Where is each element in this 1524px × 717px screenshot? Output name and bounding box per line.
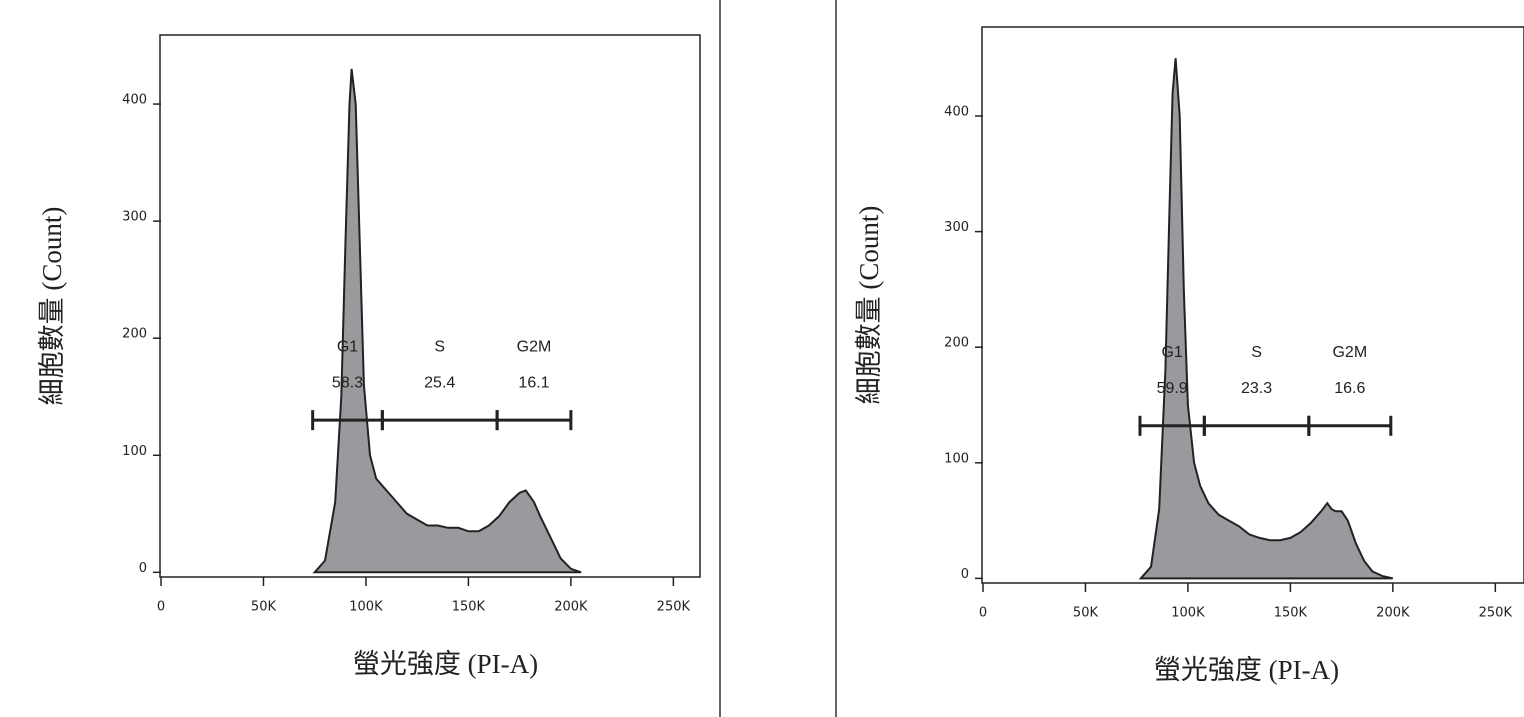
y-tick-label: 300 xyxy=(944,220,969,235)
y-tick-label: 200 xyxy=(122,327,147,342)
x-tick-label: 250K xyxy=(657,600,691,615)
gate-name: S xyxy=(434,338,445,355)
y-tick-label: 200 xyxy=(944,336,969,351)
x-tick-label: 100K xyxy=(1171,606,1205,621)
histogram-area xyxy=(315,69,581,572)
y-tick-label: 100 xyxy=(122,444,147,459)
gate-percent: 58.3 xyxy=(332,374,363,391)
gate-percent: 23.3 xyxy=(1241,380,1272,397)
x-tick-label: 150K xyxy=(1274,606,1308,621)
plot-frame xyxy=(982,27,1524,583)
y-axis-label: 細胞數量 (Count) xyxy=(37,207,67,406)
y-tick-label: 400 xyxy=(944,105,969,120)
x-tick-label: 0 xyxy=(157,600,165,615)
gate-percent: 16.1 xyxy=(518,374,549,391)
gate-name: G2M xyxy=(517,338,552,355)
gate-name: G1 xyxy=(337,338,358,355)
x-tick-label: 200K xyxy=(1376,606,1410,621)
y-axis-label: 細胞數量 (Count) xyxy=(854,206,884,405)
y-tick-label: 400 xyxy=(122,93,147,108)
histogram-area xyxy=(1141,58,1393,578)
plot-frame xyxy=(160,35,700,577)
x-tick-label: 50K xyxy=(1073,606,1099,621)
gate-name: G1 xyxy=(1161,344,1182,361)
gate-percent: 25.4 xyxy=(424,374,455,391)
x-tick-label: 150K xyxy=(452,600,486,615)
y-tick-label: 0 xyxy=(961,567,969,582)
figure: 0 100 200 300 400 0 50K 100K 150K 200K 250K G1 58.3 S… xyxy=(0,0,1524,717)
x-axis-label: 螢光強度 (PI-A) xyxy=(353,649,538,679)
x-tick-label: 200K xyxy=(554,600,588,615)
gate-name: G2M xyxy=(1332,344,1367,361)
y-tick-label: 300 xyxy=(122,210,147,225)
x-tick-label: 100K xyxy=(349,600,383,615)
gate-name: S xyxy=(1251,344,1262,361)
gate-percent: 59.9 xyxy=(1157,380,1188,397)
x-axis-label: 螢光強度 (PI-A) xyxy=(1154,655,1339,685)
gate-percent: 16.6 xyxy=(1334,380,1365,397)
x-tick-label: 250K xyxy=(1479,606,1513,621)
x-tick-label: 50K xyxy=(251,600,277,615)
y-tick-label: 100 xyxy=(944,451,969,466)
x-tick-label: 0 xyxy=(979,606,987,621)
y-tick-label: 0 xyxy=(139,561,147,576)
